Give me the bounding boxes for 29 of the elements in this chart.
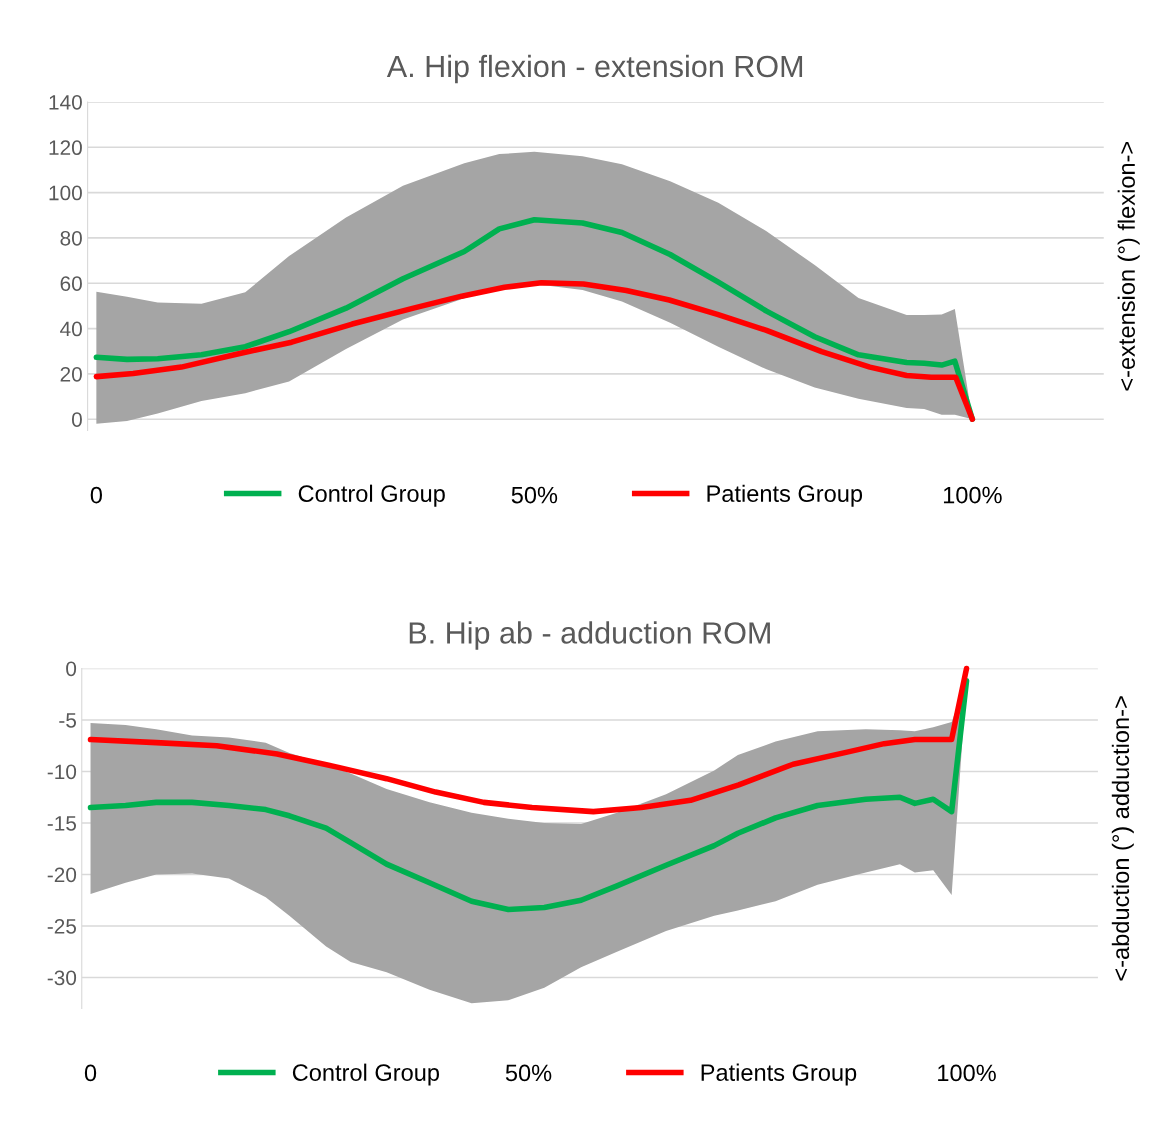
x-tick-label: 0 xyxy=(90,486,102,504)
y-tick-label: -15 xyxy=(47,816,77,831)
legend-label: Control Group xyxy=(292,1063,440,1086)
y-tick-label: 0 xyxy=(71,412,82,427)
x-tick-label: 100% xyxy=(943,486,1002,504)
chart-title: A. Hip flexion - extension ROM xyxy=(386,54,803,84)
y-tick-label: -5 xyxy=(59,713,77,728)
legend-label: Patients Group xyxy=(701,1063,857,1086)
y-axis-title: <-abduction (°) adduction-> xyxy=(1111,696,1134,981)
x-tick-label: 0 xyxy=(84,1064,97,1082)
y-tick-label: -10 xyxy=(47,764,77,780)
x-tick-label: 50% xyxy=(505,1064,552,1082)
y-tick-label: 20 xyxy=(60,366,82,382)
y-tick-label: 100 xyxy=(49,185,82,201)
y-axis-title: <-extension (°) flexion-> xyxy=(1117,141,1140,391)
y-tick-label: -25 xyxy=(47,918,77,934)
y-tick-label: 40 xyxy=(60,321,82,337)
y-tick-label: -30 xyxy=(47,970,77,986)
x-tick-label: 100% xyxy=(938,1064,996,1082)
y-tick-label: 0 xyxy=(66,661,77,677)
y-tick-label: -20 xyxy=(47,867,77,883)
y-tick-label: 80 xyxy=(60,230,82,246)
y-tick-label: 140 xyxy=(49,94,82,110)
y-tick-label: 120 xyxy=(49,140,82,156)
y-tick-label: 60 xyxy=(60,276,82,291)
chart-title: B. Hip ab - adduction ROM xyxy=(409,621,770,650)
legend-label: Control Group xyxy=(298,484,445,507)
x-tick-label: 50% xyxy=(511,486,558,504)
legend-label: Patients Group xyxy=(707,484,863,507)
